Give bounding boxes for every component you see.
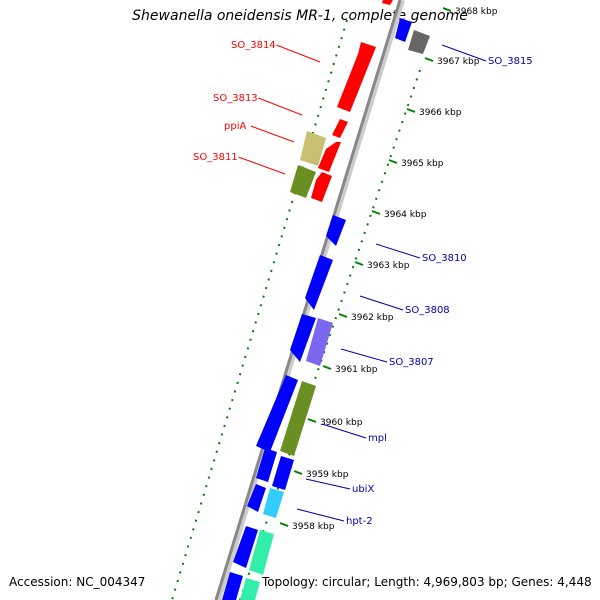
outer-dotted-ring (171, 19, 348, 600)
gene-feature[interactable] (337, 42, 376, 112)
label-leader-line (250, 125, 295, 143)
gene-feature[interactable] (249, 530, 274, 575)
gene-feature[interactable] (326, 215, 346, 246)
gene-label[interactable]: SO_3813 (213, 93, 258, 104)
gene-feature[interactable] (280, 381, 316, 456)
gene-feature[interactable] (382, 0, 393, 5)
gene-feature[interactable] (318, 142, 341, 172)
gene-feature[interactable] (306, 318, 333, 366)
label-leader-line (441, 44, 487, 62)
kbp-ticks: 3968 kbp 3967 kbp 3966 kbp 3965 kbp 3964 kbp… (279, 7, 498, 532)
gene-feature[interactable] (311, 172, 332, 202)
map-title: Shewanella oneidensis MR-1, complete gen… (132, 8, 468, 24)
tick-mark (406, 108, 416, 113)
tick-mark (293, 470, 303, 475)
tick-label: 3967 kbp (437, 57, 480, 67)
label-leader-line (305, 478, 351, 490)
reverse-genes (222, 18, 430, 600)
accession-label: Accession: NC_004347 (9, 575, 146, 589)
tick-mark (322, 365, 332, 370)
gene-label[interactable]: SO_3808 (405, 305, 450, 316)
tick-mark (371, 210, 381, 215)
label-leader-line (258, 97, 303, 116)
gene-label[interactable]: SO_3811 (193, 152, 238, 163)
gene-feature[interactable] (247, 484, 266, 512)
tick-mark (338, 313, 348, 318)
gene-label[interactable]: ppiA (224, 121, 246, 132)
tick-mark (307, 418, 317, 423)
gene-feature[interactable] (290, 165, 316, 198)
tick-label: 3963 kbp (367, 261, 410, 271)
gene-feature[interactable] (222, 572, 243, 600)
gene-feature[interactable] (290, 314, 316, 362)
gene-feature[interactable] (395, 18, 412, 42)
tick-label: 3965 kbp (401, 159, 444, 169)
tick-mark (279, 522, 289, 527)
gene-label[interactable]: SO_3814 (231, 40, 276, 51)
gene-feature[interactable] (240, 578, 260, 600)
label-leader-line (375, 243, 421, 259)
tick-mark (442, 7, 452, 12)
tick-label: 3964 kbp (384, 210, 427, 220)
gene-label[interactable]: ubiX (352, 484, 374, 495)
forward-genes (290, 0, 393, 202)
genome-summary: Topology: circular; Length: 4,969,803 bp… (262, 575, 592, 589)
tick-label: 3961 kbp (335, 365, 378, 375)
gene-feature[interactable] (233, 526, 258, 568)
tick-label: 3960 kbp (320, 418, 363, 428)
tick-label: 3962 kbp (351, 313, 394, 323)
label-leader-line (321, 423, 367, 439)
left-gene-labels: SO_3814 SO_3813 ppiA SO_3811 (193, 40, 321, 175)
gene-feature[interactable] (300, 131, 326, 166)
tick-label: 3968 kbp (455, 7, 498, 17)
gene-label[interactable]: SO_3807 (389, 357, 434, 368)
tick-label: 3966 kbp (419, 108, 462, 118)
gene-feature[interactable] (256, 375, 298, 452)
gene-feature[interactable] (305, 255, 333, 310)
label-leader-line (340, 348, 388, 363)
gene-label[interactable]: hpt-2 (346, 516, 373, 527)
tick-label: 3959 kbp (306, 470, 349, 480)
label-leader-line (296, 508, 345, 522)
gene-label[interactable]: SO_3810 (422, 253, 467, 264)
gene-feature[interactable] (332, 119, 348, 138)
tick-mark (388, 159, 398, 164)
inner-dotted-ring (239, 69, 421, 600)
label-leader-line (276, 44, 321, 63)
tick-mark (424, 57, 434, 62)
label-leader-line (359, 295, 404, 311)
label-leader-line (238, 156, 286, 175)
gene-label[interactable]: SO_3815 (488, 56, 533, 67)
gene-feature[interactable] (272, 456, 294, 490)
tick-mark (354, 261, 364, 266)
gene-label[interactable]: mpl (368, 433, 387, 444)
gene-feature[interactable] (408, 30, 430, 54)
gene-feature[interactable] (263, 488, 284, 518)
tick-label: 3958 kbp (292, 522, 335, 532)
gene-feature[interactable] (256, 448, 277, 482)
